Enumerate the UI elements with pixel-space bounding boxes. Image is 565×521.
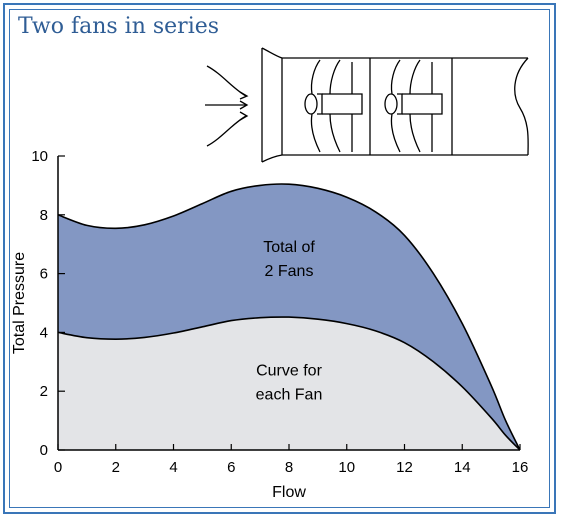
y-ticks: 0 2 4 6 8 10 xyxy=(31,148,65,459)
area-curve-each-fan xyxy=(58,317,520,450)
y-tick-label: 2 xyxy=(40,383,48,400)
curve-total-of-2-fans xyxy=(57,183,521,451)
y-tick-label: 8 xyxy=(40,207,48,224)
x-tick-label: 16 xyxy=(512,459,529,476)
x-tick-label: 0 xyxy=(54,459,62,476)
y-tick-label: 4 xyxy=(40,324,48,341)
x-ticks: 0 2 4 6 8 10 12 14 16 xyxy=(54,444,529,476)
x-tick-label: 8 xyxy=(285,459,293,476)
x-tick-label: 12 xyxy=(396,459,413,476)
x-tick-label: 14 xyxy=(454,459,471,476)
figure-title: Two fans in series xyxy=(18,14,220,39)
x-tick-label: 2 xyxy=(112,459,120,476)
x-axis-label: Flow xyxy=(272,484,306,501)
x-tick-label: 4 xyxy=(169,459,177,476)
y-tick-label: 6 xyxy=(40,266,48,283)
y-tick-label: 10 xyxy=(31,148,48,165)
x-tick-label: 6 xyxy=(227,459,235,476)
figure-inner-border xyxy=(9,9,550,508)
region-annotation: Curve for each Fan xyxy=(256,362,323,403)
y-axis-label: Total Pressure xyxy=(11,252,28,354)
region-annotation: Total of 2 Fans xyxy=(263,239,315,280)
y-tick-label: 0 xyxy=(40,442,48,459)
annotations: Total of 2 Fans Curve for each Fan xyxy=(256,239,323,403)
x-tick-label: 10 xyxy=(338,459,355,476)
curve-each-fan xyxy=(57,316,521,451)
